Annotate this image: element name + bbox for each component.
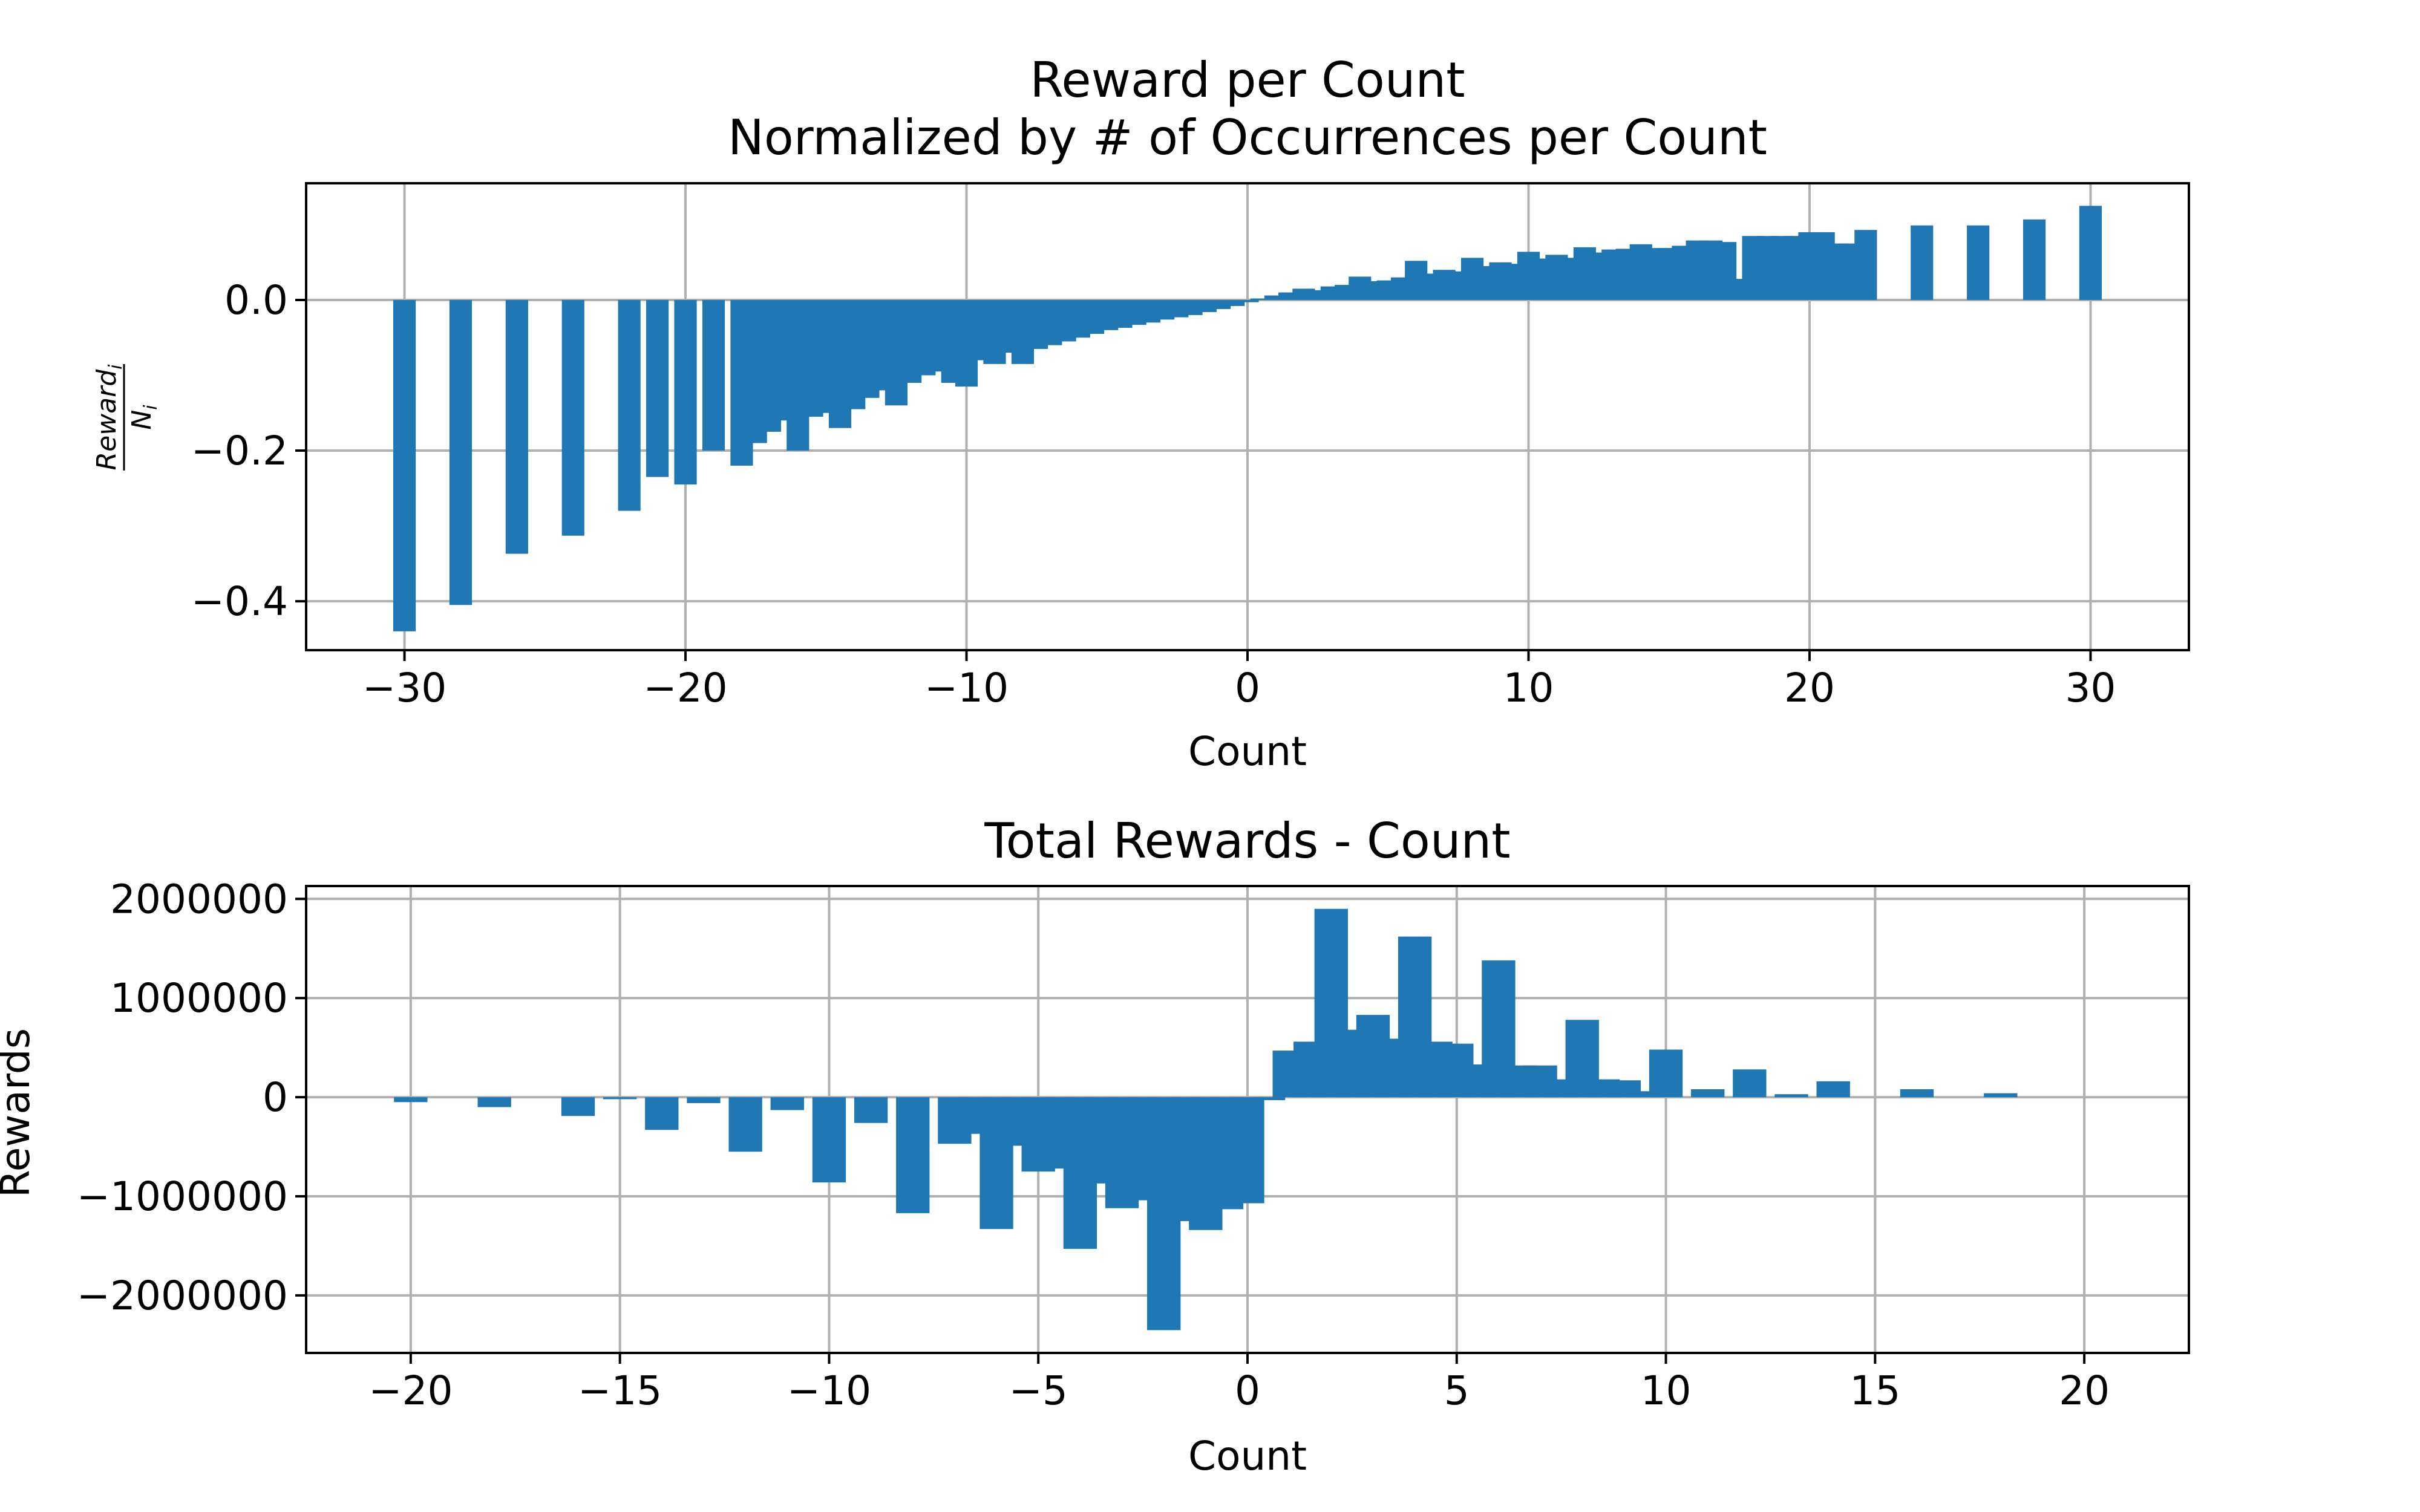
- x-tick-label: 0: [1235, 1367, 1260, 1414]
- bar: [2079, 206, 2102, 300]
- bar: [687, 1097, 721, 1103]
- bar: [674, 300, 697, 485]
- bar: [618, 300, 641, 511]
- x-axis-label: Count: [1188, 1433, 1307, 1479]
- bar: [896, 1097, 930, 1213]
- chart-total-rewards-count: Total Rewards - Count −20 −15 −10 −5 0 5 10 15 2…: [0, 813, 2190, 1479]
- y-label-numerator: Rewardi: [91, 364, 126, 471]
- bar: [1649, 1049, 1683, 1098]
- x-tick-label: 20: [1784, 665, 1835, 711]
- y-axis-label: Rewards: [0, 1028, 39, 1198]
- y-axis-label: Rewardi Ni: [91, 364, 162, 471]
- x-tick-label: −20: [643, 665, 727, 711]
- x-tick-label: 20: [2059, 1367, 2110, 1414]
- chart-reward-per-count: Reward per Count Normalized by # of Occu…: [91, 52, 2190, 775]
- y-tick-label: 2000000: [110, 876, 288, 922]
- x-tick-label: 30: [2065, 665, 2116, 711]
- bar: [812, 1097, 846, 1183]
- x-tick-label: 10: [1641, 1367, 1692, 1414]
- x-axis-label: Count: [1188, 728, 1307, 775]
- ticks: −20 −15 −10 −5 0 5 10 15 20 −2000000 −1000000 0 1000…: [77, 876, 2110, 1414]
- bar: [854, 1097, 888, 1123]
- bars: [394, 908, 2018, 1331]
- bar: [1984, 1093, 2018, 1098]
- y-tick-label: −0.2: [191, 428, 288, 474]
- y-tick-label: 0.0: [224, 277, 288, 324]
- x-tick-label: 15: [1849, 1367, 1900, 1414]
- bar: [394, 1097, 428, 1103]
- y-label-denominator: Ni: [126, 405, 162, 430]
- bar: [770, 1097, 804, 1110]
- bar: [1900, 1089, 1934, 1098]
- x-tick-label: −5: [1009, 1367, 1068, 1414]
- bar: [646, 300, 669, 477]
- x-tick-label: −10: [924, 665, 1009, 711]
- x-tick-label: −10: [787, 1367, 871, 1414]
- chart-title-line-2: Normalized by # of Occurrences per Count: [728, 109, 1767, 166]
- x-tick-label: 5: [1444, 1367, 1470, 1414]
- bar: [449, 300, 473, 605]
- y-tick-label: −0.4: [191, 578, 288, 625]
- bar: [393, 300, 416, 631]
- bar: [1691, 1089, 1725, 1098]
- bar: [561, 300, 584, 536]
- ticks: −30 −20 −10 0 10 20 30 −0.4 −0.2 0.0: [191, 277, 2116, 711]
- bar: [1628, 1091, 1662, 1098]
- bars: [393, 206, 2102, 631]
- bar: [1774, 1094, 1808, 1098]
- bar: [505, 300, 528, 554]
- y-tick-label: 0: [263, 1074, 288, 1121]
- y-tick-label: −1000000: [77, 1173, 288, 1220]
- bar: [728, 1097, 762, 1152]
- bar: [603, 1097, 637, 1100]
- bar: [477, 1097, 511, 1107]
- bar: [1250, 298, 1273, 300]
- bar: [1231, 1097, 1264, 1204]
- bar: [561, 1097, 595, 1116]
- bar: [1911, 225, 1934, 300]
- x-tick-label: −15: [578, 1367, 662, 1414]
- bar: [1967, 225, 1990, 300]
- x-tick-label: 10: [1503, 665, 1554, 711]
- x-tick-label: 0: [1235, 665, 1260, 711]
- bar: [2023, 219, 2046, 300]
- bar: [1816, 1081, 1850, 1098]
- chart-title-line-1: Reward per Count: [1030, 52, 1465, 108]
- bar: [645, 1097, 679, 1130]
- bar: [1222, 300, 1245, 306]
- bar: [1733, 1069, 1767, 1098]
- bar: [1236, 300, 1259, 302]
- x-tick-label: −30: [362, 665, 446, 711]
- y-tick-label: −2000000: [77, 1272, 288, 1319]
- bar: [1854, 230, 1877, 300]
- bar: [1264, 295, 1287, 300]
- chart-title: Total Rewards - Count: [984, 813, 1510, 869]
- bar: [702, 300, 725, 451]
- x-tick-label: −20: [368, 1367, 453, 1414]
- bar: [1251, 1097, 1286, 1101]
- y-tick-label: 1000000: [110, 975, 288, 1022]
